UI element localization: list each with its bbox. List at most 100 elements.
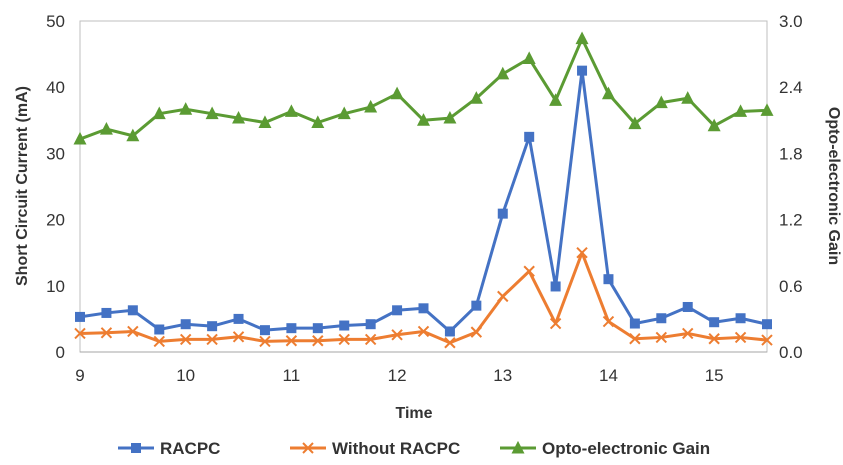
data-point-without-racpc: [179, 333, 192, 346]
data-point-opto-electronic-gain: [681, 91, 695, 104]
data-point-without-racpc: [761, 334, 773, 346]
data-point-without-racpc: [470, 326, 483, 338]
data-point-racpc: [418, 303, 429, 314]
data-point-without-racpc: [285, 335, 298, 347]
data-point-without-racpc: [602, 315, 615, 328]
y-right-tick-label: 3.0: [779, 12, 803, 31]
data-point-without-racpc: [364, 333, 377, 346]
data-point-without-racpc: [549, 317, 562, 330]
data-point-opto-electronic-gain: [707, 118, 721, 132]
data-point-racpc: [127, 305, 138, 316]
plot-area-border: [79, 20, 768, 353]
data-point-opto-electronic-gain: [311, 115, 325, 128]
data-point-racpc: [762, 319, 772, 330]
data-point-opto-electronic-gain: [496, 66, 510, 80]
data-point-without-racpc: [259, 335, 271, 348]
y-left-tick-label: 20: [46, 211, 65, 230]
x-tick-label: 12: [388, 366, 407, 385]
series-without-racpc: [74, 246, 773, 349]
data-point-racpc: [339, 320, 350, 331]
legend-label: Without RACPC: [332, 439, 460, 458]
data-point-opto-electronic-gain: [179, 102, 193, 115]
y-right-tick-label: 1.8: [779, 144, 803, 163]
y-left-axis-title: Short Circuit Current (mA): [14, 86, 31, 286]
series-line-without-racpc: [79, 251, 768, 345]
data-point-opto-electronic-gain: [734, 104, 748, 117]
x-tick-label: 11: [283, 366, 301, 385]
data-point-racpc: [682, 301, 693, 312]
y-right-tick-label: 2.4: [779, 78, 803, 97]
data-point-without-racpc: [100, 327, 113, 339]
legend-item: Without RACPC: [290, 439, 460, 458]
y-right-axis-title: Opto-electronic Gain: [825, 107, 842, 265]
data-point-racpc: [259, 325, 270, 336]
data-point-without-racpc: [708, 333, 720, 345]
legend-swatch-marker: [302, 442, 314, 454]
x-tick-label: 15: [705, 366, 724, 385]
data-point-racpc: [180, 319, 191, 330]
data-point-opto-electronic-gain: [205, 106, 219, 120]
data-point-racpc: [735, 313, 746, 324]
legend: RACPC Without RACPC Opto-electronic Gain: [118, 439, 710, 458]
legend-label: Opto-electronic Gain: [542, 439, 710, 458]
data-point-without-racpc: [497, 290, 509, 303]
data-point-opto-electronic-gain: [232, 110, 246, 124]
data-point-without-racpc: [127, 325, 139, 338]
data-point-without-racpc: [629, 333, 641, 345]
data-point-without-racpc: [232, 331, 245, 343]
data-point-without-racpc: [576, 246, 588, 259]
data-point-without-racpc: [312, 335, 324, 347]
plot-layer: [73, 31, 774, 349]
data-point-without-racpc: [153, 335, 165, 348]
data-point-without-racpc: [417, 325, 430, 338]
data-point-opto-electronic-gain: [522, 51, 536, 64]
data-point-racpc: [75, 311, 85, 322]
data-point-opto-electronic-gain: [549, 93, 563, 106]
data-point-opto-electronic-gain: [73, 131, 87, 145]
data-point-racpc: [365, 319, 376, 330]
data-point-opto-electronic-gain: [337, 106, 351, 120]
data-point-without-racpc: [523, 265, 535, 277]
data-point-without-racpc: [338, 333, 350, 346]
x-tick-label: 13: [493, 366, 512, 385]
data-point-opto-electronic-gain: [760, 103, 774, 116]
data-point-racpc: [471, 300, 482, 311]
y-left-tick-label: 50: [46, 12, 65, 31]
data-point-racpc: [444, 326, 455, 337]
data-point-opto-electronic-gain: [126, 128, 140, 142]
data-point-opto-electronic-gain: [284, 104, 298, 117]
data-point-opto-electronic-gain: [152, 106, 166, 120]
legend-swatch-marker: [131, 443, 141, 453]
data-point-opto-electronic-gain: [601, 86, 615, 100]
data-point-racpc: [524, 131, 535, 142]
x-axis-title: Time: [395, 405, 432, 422]
data-point-opto-electronic-gain: [99, 121, 113, 135]
data-point-without-racpc: [682, 327, 694, 340]
data-point-opto-electronic-gain: [575, 31, 589, 45]
data-point-opto-electronic-gain: [628, 116, 642, 130]
axes-layer: [79, 20, 768, 353]
series-opto-electronic-gain: [73, 31, 774, 145]
data-point-opto-electronic-gain: [258, 115, 272, 128]
data-point-racpc: [101, 307, 112, 318]
data-point-opto-electronic-gain: [654, 95, 668, 109]
legend-swatch-marker: [511, 440, 525, 454]
data-point-racpc: [709, 317, 720, 328]
series-racpc: [75, 65, 772, 337]
data-point-racpc: [629, 318, 640, 329]
ticks-layer: 9 10 11 12 13 14 15 0 10 20 30 40 50 0.0 0.6 1.2 1.8 2.4 3…: [46, 12, 803, 385]
x-tick-label: 14: [599, 366, 618, 385]
data-point-racpc: [207, 321, 218, 332]
data-point-racpc: [392, 305, 403, 316]
data-point-without-racpc: [74, 327, 86, 340]
data-point-racpc: [656, 313, 667, 324]
data-point-racpc: [286, 323, 297, 334]
data-point-opto-electronic-gain: [443, 110, 457, 124]
y-left-tick-label: 0: [56, 343, 65, 362]
legend-label: RACPC: [160, 439, 220, 458]
y-right-tick-label: 0.6: [779, 277, 803, 296]
data-point-racpc: [550, 281, 561, 292]
x-tick-label: 10: [176, 366, 195, 385]
data-point-racpc: [577, 65, 588, 76]
